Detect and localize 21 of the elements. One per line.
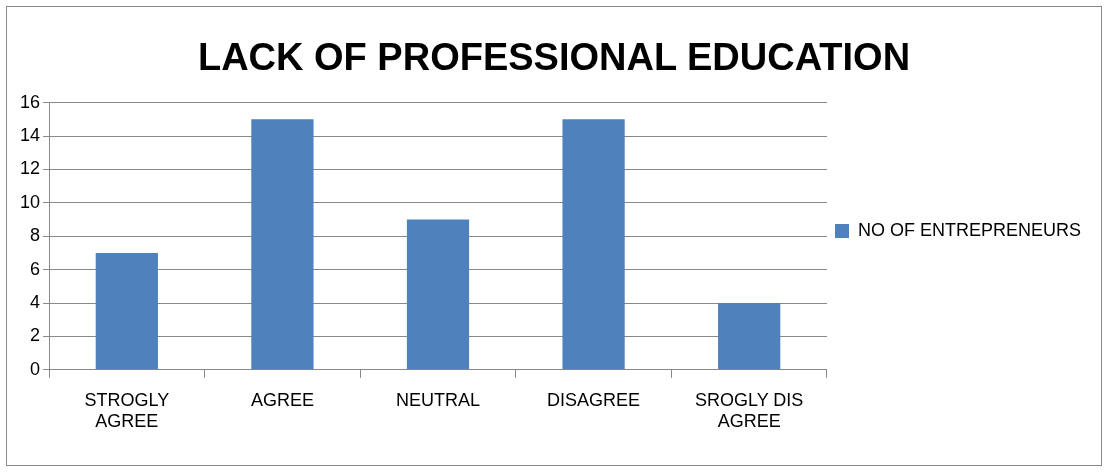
x-tick-label: NEUTRAL — [395, 389, 481, 410]
y-tick-label: 10 — [19, 191, 41, 212]
x-tick-label: DISAGREE — [547, 389, 641, 410]
y-tick-label: 0 — [30, 358, 41, 379]
x-tick-label: STROGLY AGREE — [84, 389, 170, 432]
bar — [562, 119, 625, 370]
legend-label: NO OF ENTREPRENEURS — [857, 219, 1082, 240]
y-tick-label: 8 — [30, 225, 41, 246]
y-tick-label: 16 — [19, 91, 41, 112]
x-tick-label: SROGLY DIS AGREE — [694, 389, 804, 432]
y-tick-label: 6 — [30, 258, 41, 279]
y-tick-label: 2 — [30, 325, 41, 346]
y-tick-label: 14 — [19, 124, 41, 145]
chart-title: LACK OF PROFESSIONAL EDUCATION — [197, 36, 911, 79]
y-tick-label: 4 — [30, 291, 41, 312]
bar — [406, 219, 470, 370]
bar — [251, 119, 314, 370]
bar — [718, 303, 781, 370]
bar — [95, 252, 158, 370]
y-tick-label: 12 — [19, 158, 41, 179]
x-tick-label: AGREE — [250, 389, 314, 410]
